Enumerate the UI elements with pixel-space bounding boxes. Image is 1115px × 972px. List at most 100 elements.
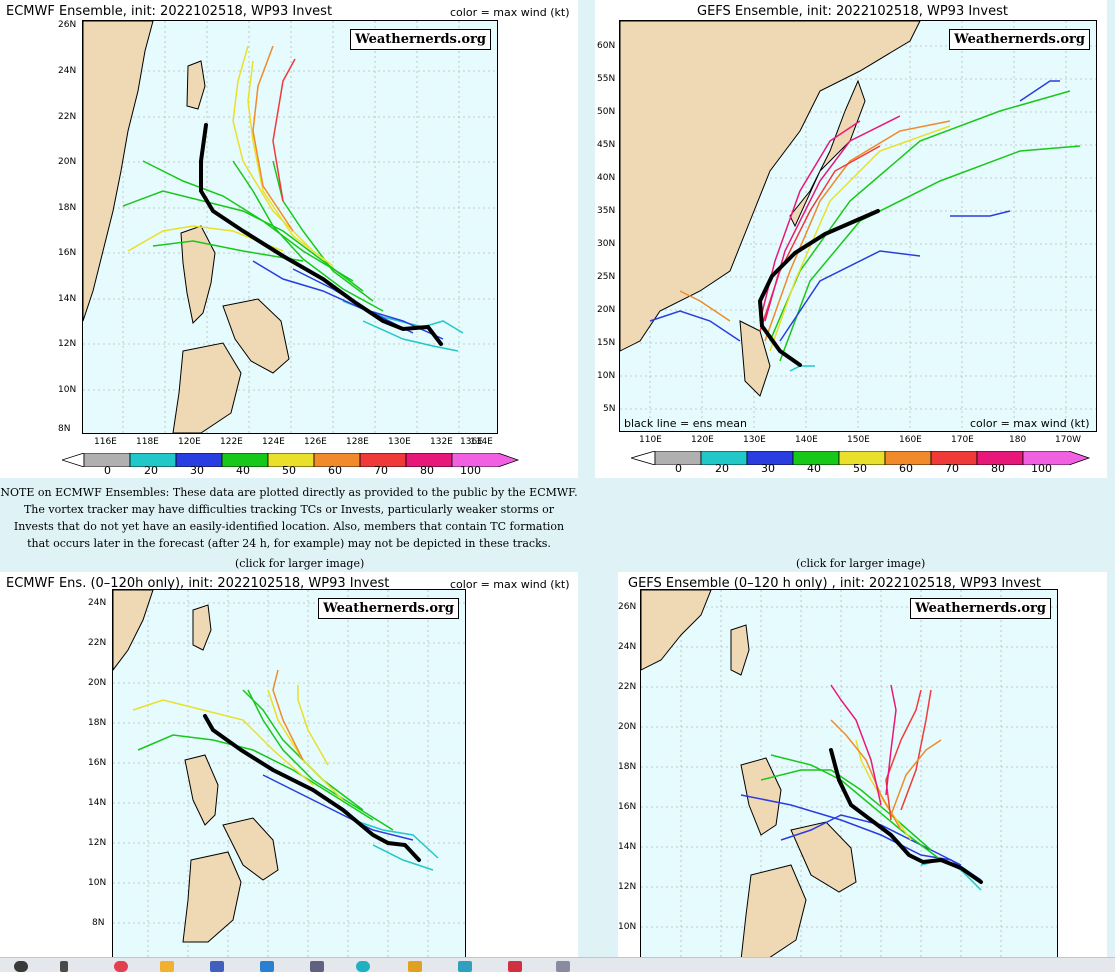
ecmwf-lon-124: 124E bbox=[262, 437, 285, 447]
gefs-ensemble-panel[interactable]: GEFS Ensemble, init: 2022102518, WP93 In… bbox=[595, 0, 1107, 478]
app-icon[interactable] bbox=[408, 961, 422, 972]
gefs-lat-20: 20N bbox=[597, 305, 616, 315]
app-icon[interactable] bbox=[114, 961, 128, 972]
start-icon[interactable] bbox=[14, 961, 28, 972]
gefs-120h-track-map[interactable]: Weathernerds.org bbox=[640, 589, 1058, 957]
gefs-120h-lat-14: 14N bbox=[618, 842, 637, 852]
ecmwf-panel-title: ECMWF Ensemble, init: 2022102518, WP93 I… bbox=[6, 4, 333, 19]
gefs-lon-170: 170E bbox=[951, 435, 974, 445]
gefs-lat-40: 40N bbox=[597, 173, 616, 183]
gefs-lat-50: 50N bbox=[597, 107, 616, 117]
gefs-lat-10: 10N bbox=[597, 371, 616, 381]
weathernerds-logo: Weathernerds.org bbox=[910, 598, 1051, 619]
cbar-label-0: 0 bbox=[675, 462, 682, 475]
app-icon[interactable] bbox=[310, 961, 324, 972]
app-icon[interactable] bbox=[508, 961, 522, 972]
ecmwf-120h-panel[interactable]: ECMWF Ens. (0–120h only), init: 20221025… bbox=[0, 572, 578, 957]
cbar-label-70: 70 bbox=[374, 464, 388, 477]
gefs-120h-lat-20: 20N bbox=[618, 722, 637, 732]
gefs-lat-45: 45N bbox=[597, 140, 616, 150]
weathernerds-logo: Weathernerds.org bbox=[350, 29, 491, 50]
gefs-lat-35: 35N bbox=[597, 206, 616, 216]
cbar-label-60: 60 bbox=[328, 464, 342, 477]
gefs-120h-member-tracks bbox=[740, 684, 982, 891]
gefs-lat-5: 5N bbox=[603, 404, 616, 414]
gefs-lon-160: 160E bbox=[899, 435, 922, 445]
ecmwf-colorbar-svg bbox=[60, 452, 520, 468]
gefs-lat-labels: 60N 55N 50N 45N 40N 35N 30N 25N 20N 15N … bbox=[597, 20, 619, 432]
ecmwf-120h-member-tracks bbox=[132, 669, 439, 871]
gefs-120h-lat-labels: 26N 24N 22N 20N 18N 16N 14N 12N 10N bbox=[618, 589, 640, 957]
app-icon[interactable] bbox=[260, 961, 274, 972]
weathernerds-logo: Weathernerds.org bbox=[949, 29, 1090, 50]
ecmwf-colorbar: 0 20 30 40 50 60 70 80 100 bbox=[60, 452, 520, 478]
ecmwf-ensemble-panel[interactable]: ECMWF Ensemble, init: 2022102518, WP93 I… bbox=[0, 0, 578, 478]
gefs-120h-lat-12: 12N bbox=[618, 882, 637, 892]
cbar-label-40: 40 bbox=[807, 462, 821, 475]
ecmwf-lat-labels: 26N 24N 22N 20N 18N 16N 14N 12N 10N 8N bbox=[58, 20, 80, 434]
gefs-colorbar: 0 20 30 40 50 60 70 80 100 bbox=[629, 450, 1091, 476]
ecmwf-120h-mean-track bbox=[203, 714, 421, 862]
ecmwf-lat-8: 8N bbox=[58, 424, 71, 434]
ecmwf-lon-120: 120E bbox=[178, 437, 201, 447]
app-icon[interactable] bbox=[458, 961, 472, 972]
ecmwf-lon-128: 128E bbox=[346, 437, 369, 447]
search-icon[interactable] bbox=[60, 961, 68, 972]
ecmwf-color-note: color = max wind (kt) bbox=[450, 6, 570, 19]
ecmwf-120h-lat-8: 8N bbox=[92, 918, 105, 928]
ecmwf-120h-title: ECMWF Ens. (0–120h only), init: 20221025… bbox=[6, 576, 390, 591]
gefs-120h-lat-22: 22N bbox=[618, 682, 637, 692]
gefs-footer-left: black line = ens mean bbox=[624, 417, 747, 430]
cbar-label-50: 50 bbox=[282, 464, 296, 477]
gefs-120h-lat-26: 26N bbox=[618, 602, 637, 612]
app-icon[interactable] bbox=[210, 961, 224, 972]
gefs-colorbar-svg bbox=[629, 450, 1091, 466]
gefs-120h-title: GEFS Ensemble (0–120 h only) , init: 202… bbox=[628, 576, 1041, 591]
ecmwf-lat-24: 24N bbox=[58, 66, 77, 76]
cbar-label-0: 0 bbox=[104, 464, 111, 477]
cbar-label-20: 20 bbox=[715, 462, 729, 475]
app-icon[interactable] bbox=[556, 961, 570, 972]
folder-icon[interactable] bbox=[160, 961, 174, 972]
gefs-panel-title: GEFS Ensemble, init: 2022102518, WP93 In… bbox=[697, 4, 1008, 19]
cbar-label-20: 20 bbox=[144, 464, 158, 477]
click-for-larger-link[interactable]: (click for larger image) bbox=[796, 557, 926, 570]
ecmwf-120h-lat-24: 24N bbox=[88, 598, 107, 608]
gefs-lat-55: 55N bbox=[597, 74, 616, 84]
ecmwf-lat-26: 26N bbox=[58, 20, 77, 30]
ecmwf-lat-14: 14N bbox=[58, 294, 77, 304]
cbar-label-30: 30 bbox=[761, 462, 775, 475]
ecmwf-note: NOTE on ECMWF Ensembles: These data are … bbox=[0, 484, 578, 552]
gefs-lon-labels: 110E 120E 130E 140E 150E 160E 170E 180 1… bbox=[619, 435, 1097, 447]
gefs-lon-120: 120E bbox=[691, 435, 714, 445]
gefs-120h-panel[interactable]: GEFS Ensemble (0–120 h only) , init: 202… bbox=[618, 572, 1107, 957]
ecmwf-120h-lat-22: 22N bbox=[88, 638, 107, 648]
gefs-120h-lat-18: 18N bbox=[618, 762, 637, 772]
ecmwf-lat-12: 12N bbox=[58, 339, 77, 349]
browser-icon[interactable] bbox=[356, 961, 370, 972]
ecmwf-120h-lat-labels: 24N 22N 20N 18N 16N 14N 12N 10N 8N bbox=[88, 589, 110, 957]
gefs-lat-25: 25N bbox=[597, 272, 616, 282]
cbar-label-100: 100 bbox=[460, 464, 481, 477]
ecmwf-lon-116: 116E bbox=[94, 437, 117, 447]
ecmwf-lon-labels: 116E 118E 120E 122E 124E 126E 128E 130E … bbox=[82, 437, 498, 449]
gefs-120h-lat-24: 24N bbox=[618, 642, 637, 652]
gefs-lat-30: 30N bbox=[597, 239, 616, 249]
gefs-lon-180: 180 bbox=[1009, 435, 1027, 445]
ecmwf-120h-track-map[interactable]: Weathernerds.org bbox=[112, 589, 466, 957]
ecmwf-lon-122: 122E bbox=[220, 437, 243, 447]
weathernerds-logo: Weathernerds.org bbox=[318, 598, 459, 619]
ecmwf-track-map[interactable]: Weathernerds.org bbox=[82, 20, 498, 434]
click-for-larger-link[interactable]: (click for larger image) bbox=[235, 557, 365, 570]
gefs-120h-lat-10: 10N bbox=[618, 922, 637, 932]
cbar-label-70: 70 bbox=[945, 462, 959, 475]
gefs-track-map[interactable]: Weathernerds.org black line = ens mean c… bbox=[619, 20, 1097, 432]
ecmwf-lon-134: 134E bbox=[470, 437, 493, 447]
ecmwf-lon-118: 118E bbox=[136, 437, 159, 447]
note-line-3: Invests that do not yet have an easily-i… bbox=[13, 520, 565, 533]
cbar-label-80: 80 bbox=[420, 464, 434, 477]
ecmwf-120h-color-note: color = max wind (kt) bbox=[450, 578, 570, 591]
ecmwf-lon-126: 126E bbox=[304, 437, 327, 447]
gefs-lon-170w: 170W bbox=[1055, 435, 1082, 445]
ecmwf-lat-18: 18N bbox=[58, 203, 77, 213]
